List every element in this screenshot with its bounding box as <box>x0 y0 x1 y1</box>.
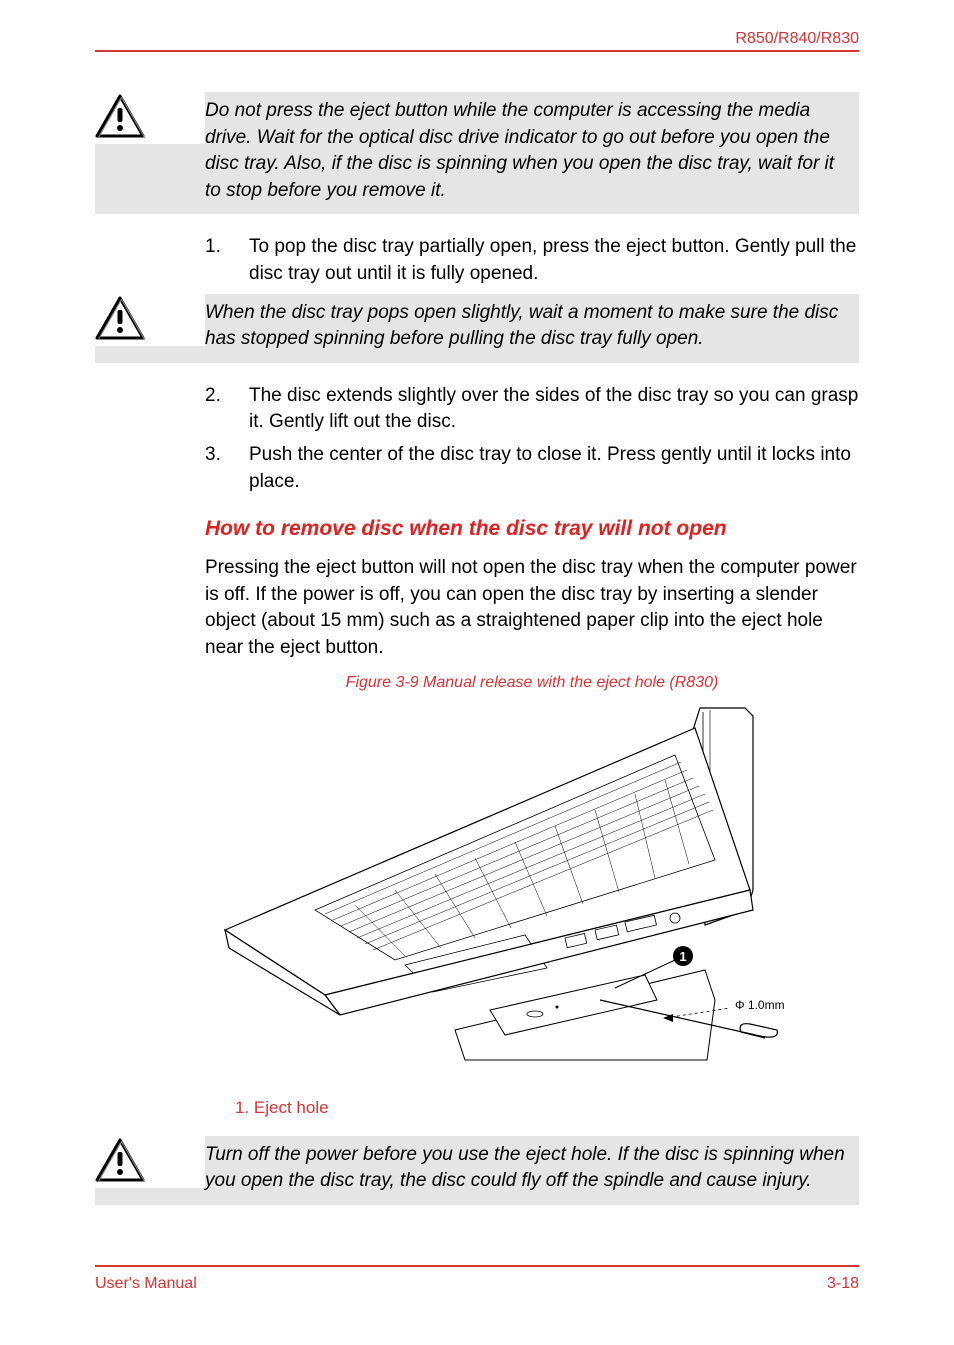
step-text: Push the center of the disc tray to clos… <box>249 442 859 495</box>
warning-text: Turn off the power before you use the ej… <box>205 1136 859 1205</box>
body-paragraph: Pressing the eject button will not open … <box>205 555 859 661</box>
figure-caption: Figure 3-9 Manual release with the eject… <box>205 674 859 692</box>
list-item: 1. To pop the disc tray partially open, … <box>205 234 859 287</box>
step-number: 3. <box>205 442 249 495</box>
footer-left: User's Manual <box>95 1275 197 1293</box>
step-number: 2. <box>205 383 249 436</box>
warning-icon-col <box>95 92 205 144</box>
warning-icon <box>95 1138 145 1183</box>
warning-text: Do not press the eject button while the … <box>205 92 859 214</box>
page-footer: User's Manual 3-18 <box>95 1265 859 1293</box>
warning-icon-col <box>95 1136 205 1188</box>
warning-box: Do not press the eject button while the … <box>95 92 859 214</box>
warning-box: Turn off the power before you use the ej… <box>95 1136 859 1205</box>
warning-icon-col <box>95 294 205 346</box>
steps-block: 2. The disc extends slightly over the si… <box>205 383 859 1118</box>
warning-text: When the disc tray pops open slightly, w… <box>205 294 859 363</box>
step-text: The disc extends slightly over the sides… <box>249 383 859 436</box>
warning-icon <box>95 296 145 341</box>
figure: 1 Φ 1.0mm <box>205 700 859 1080</box>
warning-icon <box>95 94 145 139</box>
dimension-label: Φ 1.0mm <box>735 998 785 1012</box>
section-heading: How to remove disc when the disc tray wi… <box>205 517 859 541</box>
product-line: R850/R840/R830 <box>735 30 859 47</box>
steps-block: 1. To pop the disc tray partially open, … <box>205 234 859 287</box>
step-text: To pop the disc tray partially open, pre… <box>249 234 859 287</box>
warning-box: When the disc tray pops open slightly, w… <box>95 294 859 363</box>
laptop-illustration: 1 <box>205 700 859 1080</box>
list-item: 2. The disc extends slightly over the si… <box>205 383 859 436</box>
step-number: 1. <box>205 234 249 287</box>
page-header: R850/R840/R830 <box>95 30 859 52</box>
footer-right: 3-18 <box>827 1275 859 1293</box>
figure-callout-label: 1. Eject hole <box>235 1098 859 1118</box>
callout-number: 1 <box>679 949 686 964</box>
list-item: 3. Push the center of the disc tray to c… <box>205 442 859 495</box>
